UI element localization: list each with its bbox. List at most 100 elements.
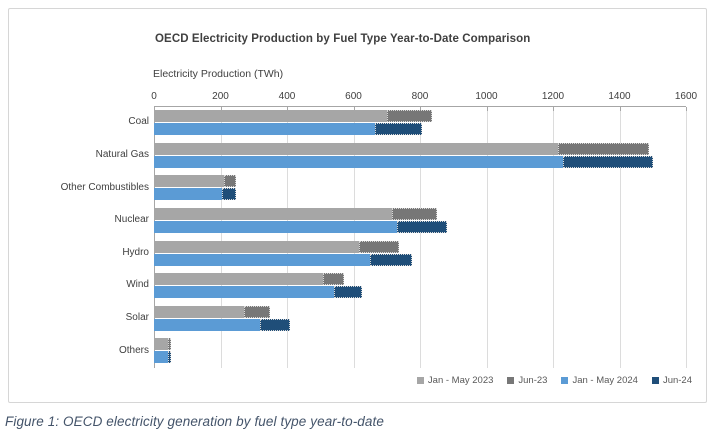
legend-label: Jan - May 2023 [427, 375, 494, 386]
bar-segment-jun-24 [221, 188, 237, 201]
category-band [154, 270, 686, 303]
plot-area: 0 200 400 600 800 1000 1200 1400 1600 [151, 91, 697, 368]
gridline [686, 107, 687, 368]
x-tick-label: 600 [345, 91, 362, 102]
stacked-bar [154, 305, 271, 318]
bar-segment-jan-may-2024 [154, 351, 169, 364]
bar-segment-jan-may-2024 [154, 155, 563, 168]
category-label: Other Combustibles [60, 181, 149, 193]
stacked-bar [154, 273, 344, 286]
bar-segment-jan-may-2023 [154, 305, 245, 318]
bar-segment-jun-23 [168, 338, 171, 351]
category-label: Hydro [122, 246, 149, 258]
x-axis-tickmark [619, 107, 621, 111]
x-axis-tickmark [420, 107, 421, 111]
bar-segment-jan-may-2024 [154, 318, 260, 331]
legend: Jan - May 2023 Jun-23 Jan - May 2024 Jun-24 [416, 375, 692, 386]
category-label: Solar [125, 312, 149, 324]
stacked-bar [154, 240, 400, 253]
x-axis-tickmark [686, 107, 687, 111]
x-tick-label: 400 [278, 91, 296, 102]
category-label: Coal [128, 116, 149, 128]
category-label: Natural Gas [95, 148, 149, 160]
gridline [420, 107, 421, 368]
bar-segment-jan-may-2024 [154, 220, 397, 233]
bar-segment-jun-24 [168, 351, 172, 364]
stacked-bar [154, 351, 172, 364]
legend-item: Jun-23 [507, 375, 547, 386]
bar-segment-jan-may-2023 [154, 338, 169, 351]
category-band [154, 335, 686, 368]
gridline [154, 107, 155, 368]
category-band [154, 238, 686, 271]
bar-segment-jun-24 [375, 123, 422, 135]
stacked-bar [154, 188, 237, 201]
x-axis-tickmark [486, 107, 488, 111]
x-tick-label: 1400 [608, 91, 631, 102]
bar-segment-jan-may-2024 [154, 188, 222, 201]
bar-segment-jun-23 [223, 175, 236, 188]
bar-segment-jan-may-2023 [154, 207, 392, 220]
x-tick-label: 1200 [541, 91, 565, 102]
bar-segment-jun-23 [557, 142, 650, 155]
x-axis-tickmark [220, 107, 222, 111]
bar-segment-jun-23 [244, 305, 271, 318]
x-tick-label: 0 [151, 91, 157, 102]
figure-caption: Figure 1: OECD electricity generation by… [5, 414, 384, 429]
legend-item: Jun-24 [651, 375, 692, 386]
x-tick-label: 1600 [674, 91, 698, 102]
legend-swatch-icon [561, 377, 569, 384]
bar-segment-jun-23 [391, 207, 437, 220]
stacked-bar [154, 110, 432, 122]
category-band [154, 303, 686, 336]
gridline [553, 107, 554, 368]
bar-segment-jun-23 [386, 110, 432, 122]
chart-title: OECD Electricity Production by Fuel Type… [155, 33, 531, 45]
bar-segment-jan-may-2023 [154, 240, 360, 253]
x-axis-tickmark [154, 107, 155, 111]
x-tick-label: 1000 [475, 91, 498, 102]
stacked-bar [154, 123, 422, 135]
x-axis-tickmark [553, 107, 554, 111]
legend-swatch-icon [507, 377, 515, 384]
bar-segment-jun-24 [562, 155, 653, 168]
stacked-bar [154, 175, 236, 188]
x-axis-title: Electricity Production (TWh) [153, 68, 284, 80]
bar-segment-jun-24 [259, 318, 290, 331]
stacked-bar [154, 286, 362, 299]
x-axis-tickmark [287, 107, 288, 111]
legend-swatch-icon [416, 377, 424, 384]
bar-segment-jan-may-2024 [154, 286, 334, 299]
bar-segment-jun-23 [359, 240, 400, 253]
legend-label: Jun-23 [518, 375, 548, 386]
bar-segment-jan-may-2024 [154, 253, 370, 266]
stacked-bar [154, 207, 437, 220]
category-label: Nuclear [114, 214, 149, 226]
bar-segment-jan-may-2024 [154, 123, 376, 135]
x-tick-label: 800 [411, 91, 429, 102]
category-axis: Coal Natural Gas Other Combustibles Nuclear… [17, 106, 149, 367]
gridline [619, 107, 621, 368]
gridline [353, 107, 355, 368]
legend-item: Jan - May 2024 [561, 375, 638, 386]
bar-segment-jun-24 [333, 286, 362, 299]
category-band [154, 107, 686, 140]
x-axis-tickmark [353, 107, 355, 111]
legend-swatch-icon [651, 377, 659, 384]
category-band [154, 172, 686, 205]
category-label: Wind [126, 279, 149, 291]
category-band [154, 205, 686, 238]
legend-item: Jan - May 2023 [416, 375, 494, 386]
bar-segment-jan-may-2023 [154, 175, 224, 188]
gridline [220, 107, 222, 368]
bar-segment-jan-may-2023 [154, 273, 324, 286]
stacked-bar [154, 142, 650, 155]
stacked-bar [154, 253, 413, 266]
stacked-bar [154, 318, 290, 331]
gridline [287, 107, 288, 368]
gridline [486, 107, 488, 368]
bar-segment-jan-may-2023 [154, 142, 558, 155]
stacked-bar [154, 338, 171, 351]
chart-frame: OECD Electricity Production by Fuel Type… [8, 8, 707, 403]
bar-segment-jun-24 [396, 220, 447, 233]
